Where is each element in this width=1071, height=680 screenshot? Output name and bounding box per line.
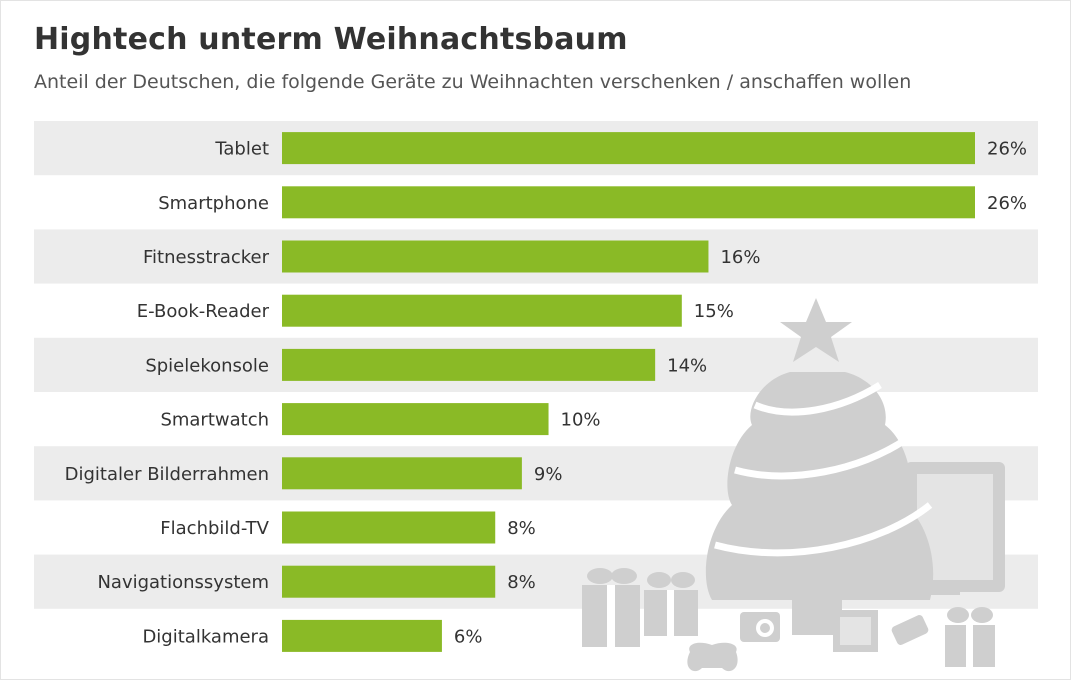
gamepad-icon	[687, 642, 738, 672]
photo-frame-icon	[833, 610, 878, 652]
bar	[282, 186, 975, 219]
value-label: 8%	[507, 518, 536, 539]
value-label: 8%	[507, 572, 536, 593]
bar	[282, 403, 549, 436]
phone-icon	[891, 615, 929, 645]
bar	[282, 348, 656, 381]
value-label: 26%	[987, 139, 1027, 160]
category-label: Flachbild-TV	[160, 518, 269, 539]
bar	[282, 457, 522, 490]
value-labels: 26% 26% 16% 15% 14% 10% 9% 8% 8% 6%	[454, 139, 1027, 648]
value-label: 26%	[987, 193, 1027, 214]
category-label: Digitalkamera	[142, 626, 269, 647]
category-label: Smartphone	[158, 193, 269, 214]
category-label: Tablet	[214, 139, 269, 160]
chart-title: Hightech unterm Weihnachtsbaum	[34, 22, 628, 57]
value-label: 14%	[667, 355, 707, 376]
christmas-decoration	[582, 298, 1005, 672]
bar	[282, 132, 975, 165]
category-label: Spielekonsole	[145, 355, 269, 376]
value-label: 15%	[694, 301, 734, 322]
tree-icon	[705, 298, 934, 635]
value-label: 9%	[534, 464, 563, 485]
category-label: Fitnesstracker	[143, 247, 270, 268]
value-label: 16%	[720, 247, 760, 268]
chart-subtitle: Anteil der Deutschen, die folgende Gerät…	[34, 71, 912, 93]
bar	[282, 240, 709, 273]
bars	[282, 132, 975, 652]
camera-icon	[740, 612, 780, 642]
bar	[282, 565, 496, 598]
category-label: Smartwatch	[160, 410, 269, 431]
category-label: E-Book-Reader	[137, 301, 270, 322]
category-label: Navigationssystem	[97, 572, 269, 593]
category-label: Digitaler Bilderrahmen	[65, 464, 269, 485]
bar	[282, 511, 496, 544]
bar	[282, 619, 442, 652]
category-labels: Tablet Smartphone Fitnesstracker E-Book-Rea…	[65, 139, 270, 648]
gift-icon	[582, 568, 698, 647]
small-gift-icon	[945, 607, 995, 667]
value-label: 6%	[454, 626, 483, 647]
bar	[282, 294, 682, 327]
value-label: 10%	[561, 410, 601, 431]
